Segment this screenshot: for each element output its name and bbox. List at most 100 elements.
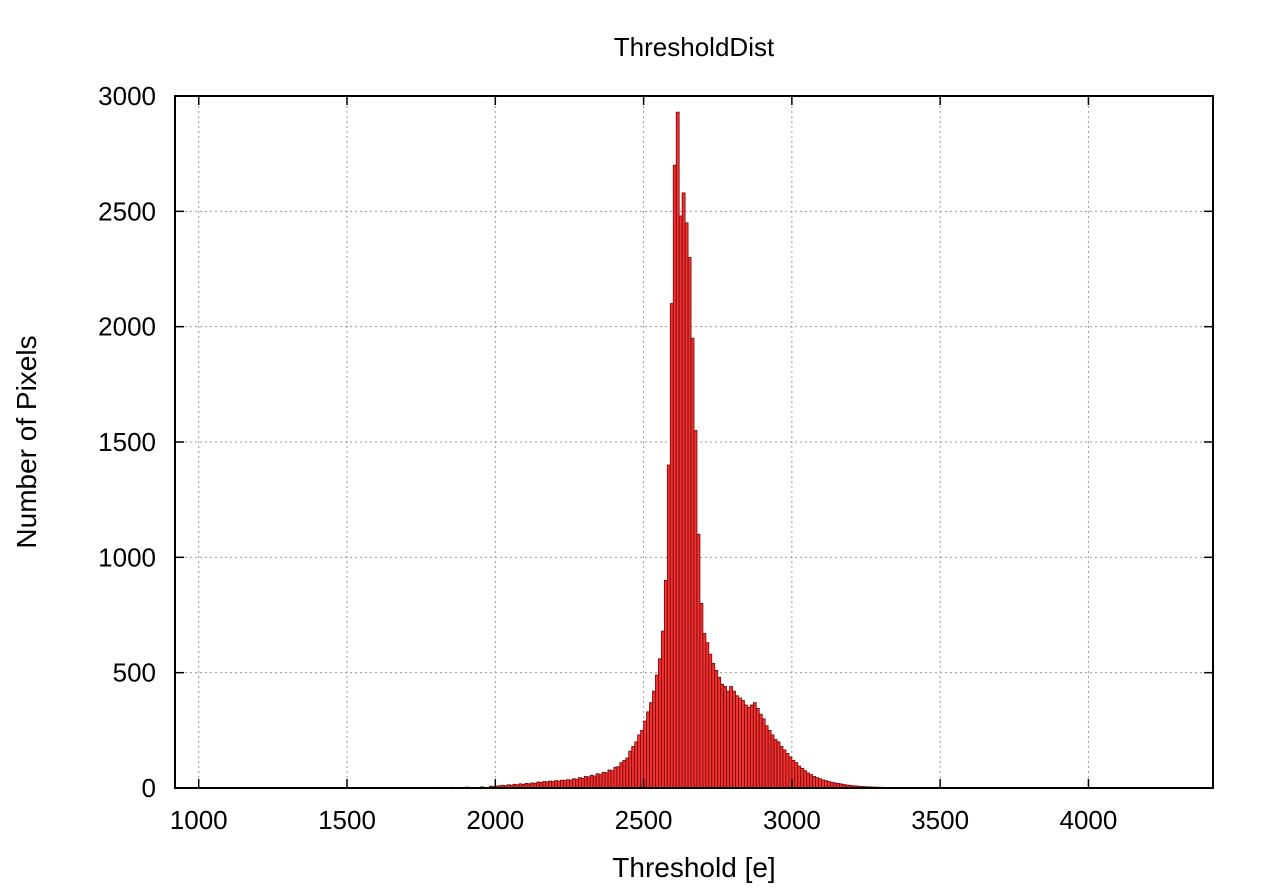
histogram-bar (616, 766, 621, 789)
histogram-bar (592, 775, 597, 789)
x-axis-label: Threshold [e] (612, 852, 775, 883)
histogram-bar (631, 746, 636, 789)
histogram-bar (589, 774, 594, 789)
histogram-bar (761, 718, 766, 789)
histogram-bar (741, 699, 745, 789)
y-tick-label: 1000 (98, 542, 156, 572)
histogram-bar (613, 766, 618, 789)
histogram-bar (714, 669, 719, 789)
histogram-bar (729, 686, 733, 789)
histogram-bar (705, 642, 710, 789)
x-tick-label: 1500 (318, 805, 376, 835)
histogram-bar (687, 257, 692, 789)
histogram-bar (625, 757, 630, 789)
histogram-bar (785, 753, 790, 789)
histogram-bar (560, 779, 564, 789)
histogram-bar (758, 713, 763, 789)
histogram-bar (669, 303, 674, 789)
x-tick-labels: 1000 1500 2000 2500 3000 3500 4000 (170, 805, 1118, 835)
histogram-bar (655, 674, 659, 789)
histogram-bar (821, 779, 825, 789)
histogram-bar (767, 729, 772, 789)
histogram-bar (572, 778, 576, 789)
histogram-bar (749, 704, 754, 789)
histogram-bar (658, 658, 662, 789)
histogram-bar (773, 739, 778, 789)
histogram-bar (717, 676, 722, 789)
x-tick-label: 2000 (466, 805, 524, 835)
x-tick-label: 2500 (615, 805, 673, 835)
y-tick-label: 2000 (98, 312, 156, 342)
histogram-bar (752, 702, 757, 789)
histogram-bar (744, 704, 748, 789)
histogram-bar (803, 770, 808, 789)
histogram-bar (637, 734, 642, 789)
histogram-bar (770, 734, 775, 789)
histogram-bar (800, 767, 805, 789)
histogram-bar (797, 765, 802, 789)
y-tick-label: 500 (113, 658, 156, 688)
histogram-bar (646, 711, 650, 789)
histogram-bar (815, 777, 819, 789)
grid-lines (175, 96, 1213, 788)
histogram-bar (619, 762, 624, 789)
histogram-bar (607, 769, 612, 789)
histogram-bar (580, 777, 585, 789)
chart-title: ThresholdDist (614, 32, 775, 62)
histogram-bar (690, 337, 695, 789)
histogram-bar (595, 773, 600, 789)
histogram-bar (735, 695, 739, 789)
histogram-bar (604, 772, 609, 789)
histogram-bar (738, 697, 742, 789)
axis-ticks (175, 95, 1213, 789)
histogram-bar (652, 690, 656, 789)
histogram-bar (649, 702, 653, 789)
histogram-bar (598, 774, 603, 789)
histogram-bar (809, 774, 814, 789)
histogram-bar (681, 192, 686, 789)
histogram-bar (812, 776, 816, 789)
histogram-bar (548, 780, 553, 789)
histogram-bar (818, 778, 822, 789)
histogram-bar (601, 771, 606, 789)
histogram-bar (643, 720, 647, 789)
histogram-bar (776, 741, 781, 789)
histogram-bar (746, 706, 751, 789)
histogram-bar (628, 750, 633, 789)
histogram-bar (554, 780, 558, 789)
histogram-bar (794, 762, 799, 789)
x-tick-label: 3500 (911, 805, 969, 835)
histogram-bar (720, 683, 725, 789)
histogram-bar (702, 633, 707, 789)
histogram-bar (622, 759, 627, 789)
histogram-bar (764, 725, 769, 789)
histogram-bar (684, 222, 689, 789)
histogram-bar (782, 749, 787, 789)
x-tick-label: 4000 (1060, 805, 1118, 835)
y-tick-label: 3000 (98, 81, 156, 111)
histogram-bar (563, 780, 567, 789)
histogram-bar (723, 686, 728, 789)
histogram-bar (583, 776, 588, 789)
histogram-bar (726, 690, 730, 789)
histogram-bar (577, 777, 582, 789)
histogram-bar (678, 215, 683, 789)
x-tick-label: 1000 (170, 805, 228, 835)
y-tick-label: 0 (142, 773, 156, 803)
histogram-bar (557, 780, 561, 789)
x-tick-label: 3000 (763, 805, 821, 835)
histogram-bar (672, 164, 677, 789)
histogram-bar (660, 630, 665, 789)
histogram-bar (824, 780, 828, 789)
histogram-bars (405, 111, 944, 789)
histogram-bar (755, 708, 760, 789)
histogram-bar (708, 653, 713, 789)
histogram-bar (586, 776, 591, 789)
y-tick-label: 1500 (98, 427, 156, 457)
histogram-bar (634, 741, 639, 789)
histogram-bar (696, 533, 701, 789)
plot-frame (174, 95, 1214, 789)
y-tick-label: 2500 (98, 196, 156, 226)
histogram-bar (806, 772, 811, 789)
